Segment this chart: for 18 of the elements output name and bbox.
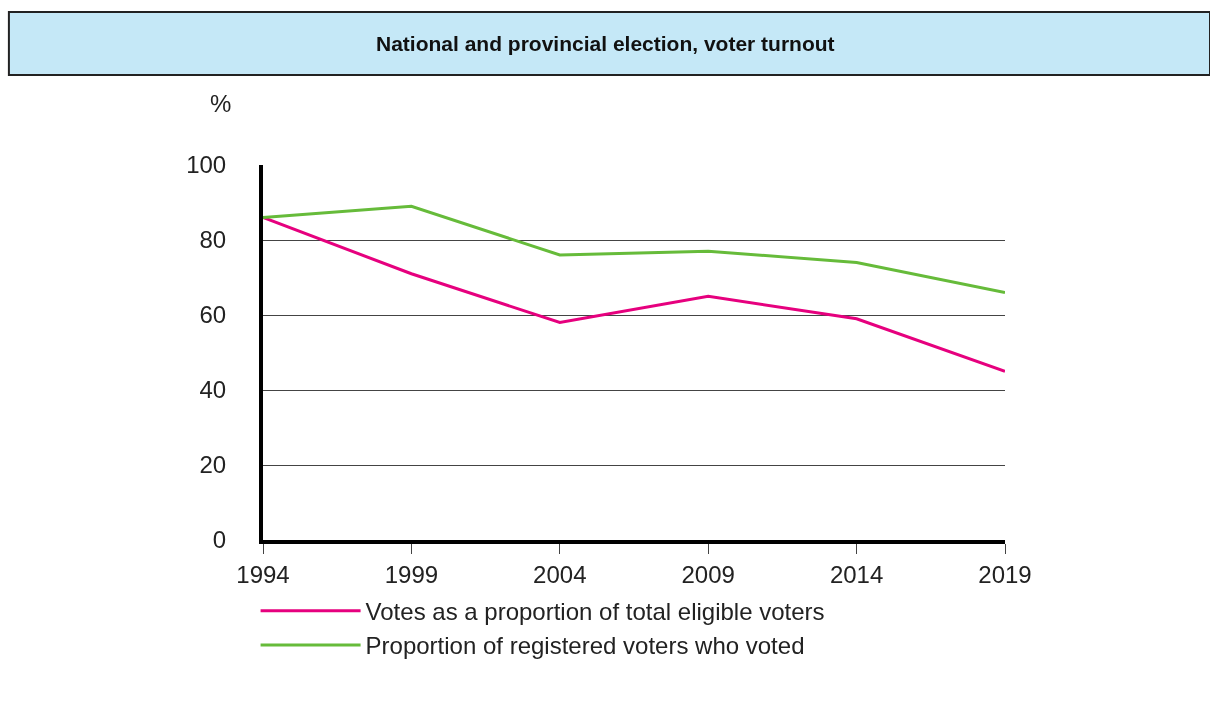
y-tick-label: 80 (199, 226, 227, 254)
x-tick-label: 1994 (236, 560, 290, 588)
y-tick-label: 0 (212, 526, 227, 554)
x-tick-label: 2019 (978, 560, 1032, 588)
legend-label: Votes as a proportion of total eligible voters (365, 598, 825, 626)
y-tick-label: 20 (199, 451, 227, 479)
y-tick-label: 60 (199, 301, 227, 329)
x-tick-label: 2014 (829, 560, 884, 588)
x-tick-label: 2004 (533, 560, 587, 588)
x-tick-label: 2009 (681, 560, 735, 588)
y-axis-title: % (210, 90, 232, 117)
x-tick-label: 1999 (384, 560, 439, 588)
line-series (263, 216, 1005, 373)
y-tick-label: 40 (199, 376, 227, 404)
legend-label: Proportion of registered voters who voted (365, 632, 805, 660)
line-series (263, 204, 1005, 294)
y-tick-label: 100 (186, 151, 227, 179)
chart-title: National and provincial election, voter turnout (376, 32, 835, 55)
